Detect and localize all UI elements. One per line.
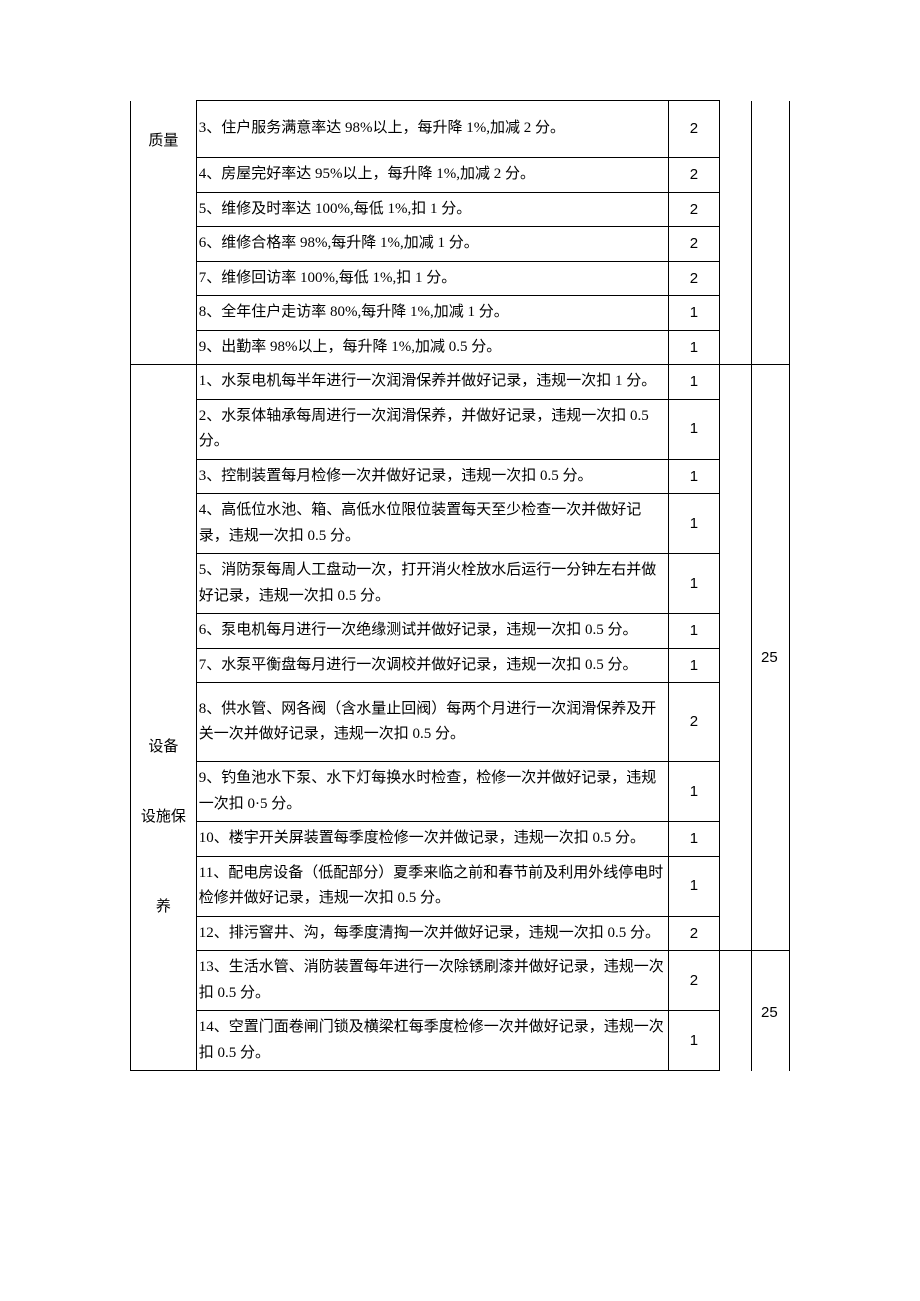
table-row: 6、泵电机每月进行一次绝缘测试并做好记录，违规一次扣 0.5 分。 1 — [131, 614, 790, 649]
cell-desc: 4、房屋完好率达 95%以上，每升降 1%,加减 2 分。 — [196, 158, 668, 193]
cell-score: 2 — [669, 101, 720, 158]
table-row: 5、消防泵每周人工盘动一次，打开消火栓放水后运行一分钟左右并做好记录，违规一次扣… — [131, 554, 790, 614]
cell-desc: 13、生活水管、消防装置每年进行一次除锈刷漆并做好记录，违规一次扣 0.5 分。 — [196, 951, 668, 1011]
cell-score: 2 — [669, 158, 720, 193]
cell-desc: 7、维修回访率 100%,每低 1%,扣 1 分。 — [196, 261, 668, 296]
table-row: 7、维修回访率 100%,每低 1%,扣 1 分。 2 — [131, 261, 790, 296]
cell-blank — [719, 101, 751, 365]
cell-score: 1 — [669, 365, 720, 400]
cell-score: 1 — [669, 494, 720, 554]
table-row: 9、出勤率 98%以上，每升降 1%,加减 0.5 分。 1 — [131, 330, 790, 365]
cell-score: 1 — [669, 856, 720, 916]
cell-score: 2 — [669, 951, 720, 1011]
cell-desc: 8、供水管、网各阀（含水量止回阀）每两个月进行一次润滑保养及开关一次并做好记录，… — [196, 683, 668, 762]
cell-desc: 5、维修及时率达 100%,每低 1%,扣 1 分。 — [196, 192, 668, 227]
cell-desc: 2、水泵体轴承每周进行一次润滑保养，并做好记录，违规一次扣 0.5 分。 — [196, 399, 668, 459]
table-row: 质量 3、住户服务满意率达 98%以上，每升降 1%,加减 2 分。 2 — [131, 101, 790, 158]
table-row: 2、水泵体轴承每周进行一次润滑保养，并做好记录，违规一次扣 0.5 分。 1 — [131, 399, 790, 459]
category-equipment: 设备 设施保 养 — [131, 365, 197, 1071]
category-label: 设施保 — [131, 805, 196, 831]
table-row: 4、房屋完好率达 95%以上，每升降 1%,加减 2 分。 2 — [131, 158, 790, 193]
table-row: 8、供水管、网各阀（含水量止回阀）每两个月进行一次润滑保养及开关一次并做好记录，… — [131, 683, 790, 762]
cell-score: 1 — [669, 822, 720, 857]
cell-score: 2 — [669, 683, 720, 762]
cell-desc: 5、消防泵每周人工盘动一次，打开消火栓放水后运行一分钟左右并做好记录，违规一次扣… — [196, 554, 668, 614]
cell-score: 1 — [669, 330, 720, 365]
cell-desc: 4、高低位水池、箱、高低水位限位装置每天至少检查一次并做好记录，违规一次扣 0.… — [196, 494, 668, 554]
cell-blank — [719, 951, 751, 1071]
cell-desc: 6、泵电机每月进行一次绝缘测试并做好记录，违规一次扣 0.5 分。 — [196, 614, 668, 649]
cell-score: 2 — [669, 192, 720, 227]
table-row: 设备 设施保 养 1、水泵电机每半年进行一次润滑保养并做好记录，违规一次扣 1 … — [131, 365, 790, 400]
cell-desc: 14、空置门面卷闸门锁及横梁杠每季度检修一次并做好记录，违规一次扣 0.5 分。 — [196, 1011, 668, 1071]
table-row: 14、空置门面卷闸门锁及横梁杠每季度检修一次并做好记录，违规一次扣 0.5 分。… — [131, 1011, 790, 1071]
cell-score: 1 — [669, 399, 720, 459]
cell-score: 1 — [669, 762, 720, 822]
cell-desc: 3、控制装置每月检修一次并做好记录，违规一次扣 0.5 分。 — [196, 459, 668, 494]
cell-score: 2 — [669, 916, 720, 951]
table-row: 7、水泵平衡盘每月进行一次调校并做好记录，违规一次扣 0.5 分。 1 — [131, 648, 790, 683]
cell-desc: 1、水泵电机每半年进行一次润滑保养并做好记录，违规一次扣 1 分。 — [196, 365, 668, 400]
table-row: 8、全年住户走访率 80%,每升降 1%,加减 1 分。 1 — [131, 296, 790, 331]
cell-desc: 3、住户服务满意率达 98%以上，每升降 1%,加减 2 分。 — [196, 101, 668, 158]
cell-desc: 12、排污窨井、沟，每季度清掏一次并做好记录，违规一次扣 0.5 分。 — [196, 916, 668, 951]
cell-desc: 10、楼宇开关屏装置每季度检修一次并做记录，违规一次扣 0.5 分。 — [196, 822, 668, 857]
assessment-table: 质量 3、住户服务满意率达 98%以上，每升降 1%,加减 2 分。 2 4、房… — [130, 100, 790, 1071]
table-row: 11、配电房设备（低配部分）夏季来临之前和春节前及利用外线停电时检修并做好记录，… — [131, 856, 790, 916]
cell-desc: 9、钓鱼池水下泵、水下灯每换水时检查，检修一次并做好记录，违规一次扣 0·5 分… — [196, 762, 668, 822]
table-row: 6、维修合格率 98%,每升降 1%,加减 1 分。 2 — [131, 227, 790, 262]
table-row: 10、楼宇开关屏装置每季度检修一次并做记录，违规一次扣 0.5 分。 1 — [131, 822, 790, 857]
table-row: 3、控制装置每月检修一次并做好记录，违规一次扣 0.5 分。 1 — [131, 459, 790, 494]
table-row: 5、维修及时率达 100%,每低 1%,扣 1 分。 2 — [131, 192, 790, 227]
cell-score: 2 — [669, 227, 720, 262]
cell-desc: 8、全年住户走访率 80%,每升降 1%,加减 1 分。 — [196, 296, 668, 331]
category-label: 设备 — [131, 735, 196, 761]
cell-score: 1 — [669, 554, 720, 614]
cell-score: 1 — [669, 1011, 720, 1071]
cell-desc: 9、出勤率 98%以上，每升降 1%,加减 0.5 分。 — [196, 330, 668, 365]
table-row: 4、高低位水池、箱、高低水位限位装置每天至少检查一次并做好记录，违规一次扣 0.… — [131, 494, 790, 554]
cell-score: 2 — [669, 261, 720, 296]
cell-score: 1 — [669, 648, 720, 683]
table-row: 13、生活水管、消防装置每年进行一次除锈刷漆并做好记录，违规一次扣 0.5 分。… — [131, 951, 790, 1011]
cell-score: 1 — [669, 296, 720, 331]
category-label: 养 — [131, 895, 196, 921]
category-quality: 质量 — [131, 101, 197, 365]
table-row: 12、排污窨井、沟，每季度清掏一次并做好记录，违规一次扣 0.5 分。 2 — [131, 916, 790, 951]
cell-total: 25 — [751, 365, 789, 951]
cell-score: 1 — [669, 459, 720, 494]
cell-desc: 7、水泵平衡盘每月进行一次调校并做好记录，违规一次扣 0.5 分。 — [196, 648, 668, 683]
cell-desc: 6、维修合格率 98%,每升降 1%,加减 1 分。 — [196, 227, 668, 262]
cell-blank — [719, 365, 751, 951]
table-row: 9、钓鱼池水下泵、水下灯每换水时检查，检修一次并做好记录，违规一次扣 0·5 分… — [131, 762, 790, 822]
cell-desc: 11、配电房设备（低配部分）夏季来临之前和春节前及利用外线停电时检修并做好记录，… — [196, 856, 668, 916]
cell-total — [751, 101, 789, 365]
cell-score: 1 — [669, 614, 720, 649]
cell-total: 25 — [751, 951, 789, 1071]
